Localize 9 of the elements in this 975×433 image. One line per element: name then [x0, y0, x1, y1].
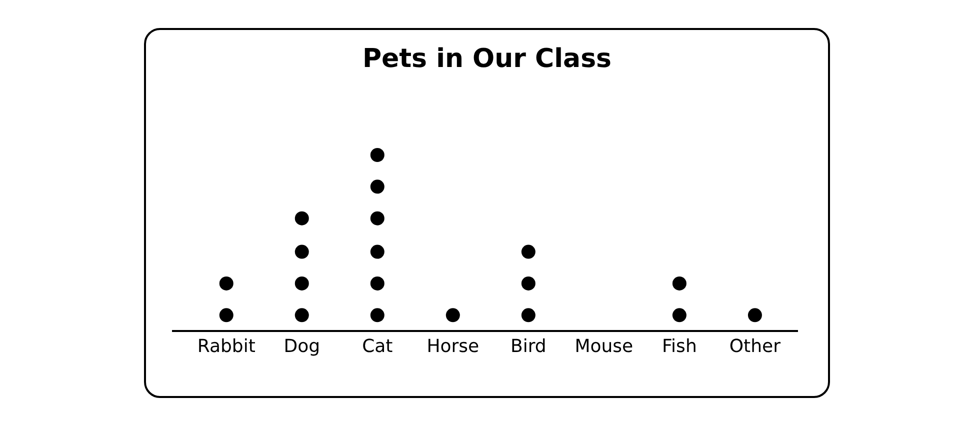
x-tick-label: Bird — [510, 336, 546, 357]
x-tick-label: Rabbit — [197, 336, 256, 357]
x-tick-label: Cat — [362, 336, 393, 357]
chart-title: Pets in Our Class — [361, 44, 613, 74]
x-tick-label: Fish — [662, 336, 697, 357]
x-tick-label: Horse — [426, 336, 480, 357]
x-tick-label: Mouse — [574, 336, 634, 357]
x-tick-label: Other — [729, 336, 782, 357]
x-tick-label: Dog — [284, 336, 320, 357]
